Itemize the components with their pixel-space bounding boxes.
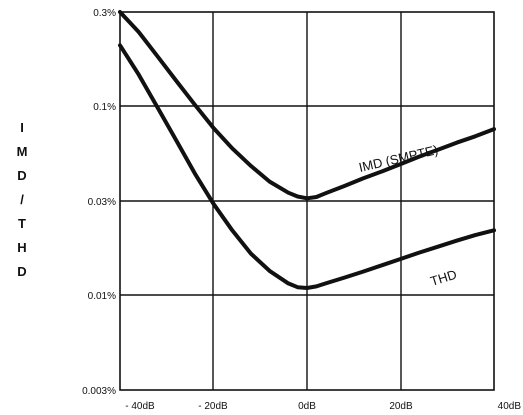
x-tick-label: 20dB: [389, 401, 413, 412]
y-axis-label-char: M: [17, 144, 28, 159]
series-label-imd: IMD (SMPTE): [357, 142, 439, 175]
y-axis-label-char: I: [20, 120, 24, 135]
y-axis-label-char: D: [17, 168, 26, 183]
x-tick-label: 0dB: [298, 401, 316, 412]
x-tick-label: 40dB: [498, 401, 522, 412]
y-tick-label: 0.1%: [93, 102, 116, 113]
y-tick-label: 0.003%: [82, 386, 116, 397]
grid: [119, 11, 495, 391]
x-tick-label: - 20dB: [198, 401, 228, 412]
series-line-thd: [118, 43, 496, 290]
y-tick-labels: 0.3% 0.1% 0.03% 0.01% 0.003%: [82, 8, 116, 397]
series-line-imd: [118, 10, 496, 201]
series-lines: [118, 10, 496, 290]
y-axis-label-char: /: [20, 192, 24, 207]
y-tick-label: 0.03%: [88, 197, 116, 208]
series-label-thd: THD: [428, 267, 458, 289]
y-tick-label: 0.3%: [93, 8, 116, 19]
x-tick-label: - 40dB: [125, 401, 155, 412]
x-tick-labels: - 40dB - 20dB 0dB 20dB 40dB: [125, 401, 521, 412]
y-axis-label-char: D: [17, 264, 26, 279]
y-tick-label: 0.01%: [88, 291, 116, 302]
y-axis-label-char: H: [17, 240, 26, 255]
y-axis-label-char: T: [18, 216, 26, 231]
y-axis-label: IMD/THD: [17, 120, 28, 279]
